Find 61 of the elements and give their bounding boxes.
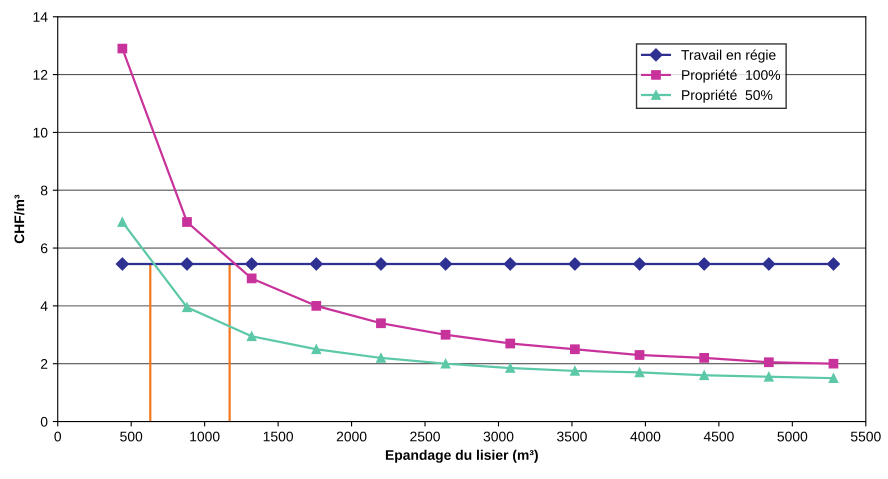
point bbox=[311, 301, 322, 311]
point bbox=[182, 302, 192, 312]
point bbox=[570, 344, 580, 354]
point bbox=[762, 257, 776, 271]
x-tick-label: 1500 bbox=[264, 432, 294, 442]
y-tick-label: 12 bbox=[34, 70, 48, 80]
y-axis-title: CHF/m³ bbox=[14, 194, 24, 244]
point bbox=[505, 363, 516, 373]
point bbox=[699, 370, 710, 380]
y-tick-label: 4 bbox=[40, 301, 48, 311]
y-tick-label: 2 bbox=[40, 359, 48, 369]
x-tick-label: 4500 bbox=[704, 432, 734, 442]
y-tick-label: 14 bbox=[34, 12, 48, 22]
point bbox=[634, 368, 644, 378]
point bbox=[311, 344, 322, 354]
point bbox=[246, 331, 257, 342]
x-tick-label: 0 bbox=[54, 432, 62, 442]
point bbox=[180, 257, 194, 271]
point bbox=[376, 318, 386, 328]
point bbox=[376, 353, 386, 363]
point bbox=[764, 372, 774, 382]
point bbox=[826, 257, 840, 271]
point bbox=[116, 257, 129, 271]
point bbox=[698, 257, 711, 271]
x-tick-label: 1000 bbox=[190, 432, 220, 442]
point bbox=[118, 44, 128, 54]
y-tick-label: 10 bbox=[34, 128, 48, 138]
x-tick-label: 3000 bbox=[484, 432, 514, 442]
x-tick-label: 2500 bbox=[410, 432, 440, 442]
point bbox=[570, 366, 580, 376]
point bbox=[634, 350, 644, 360]
legend-label: Travail en régie bbox=[681, 50, 776, 63]
legend-label: Propriété 50% bbox=[682, 90, 772, 103]
x-axis-title: Epandage du lisier (m³) bbox=[386, 450, 538, 463]
x-tick-label: 3500 bbox=[557, 432, 587, 442]
legend-label: Propriété 100% bbox=[682, 70, 780, 83]
point bbox=[118, 217, 128, 227]
x-tick-label: 5500 bbox=[850, 432, 881, 442]
point bbox=[699, 353, 710, 363]
point bbox=[764, 357, 774, 368]
point bbox=[246, 274, 257, 284]
x-tick-label: 5000 bbox=[777, 432, 808, 442]
x-tick-label: 2000 bbox=[336, 432, 366, 442]
point bbox=[182, 217, 192, 227]
point bbox=[439, 257, 452, 271]
point bbox=[440, 330, 450, 340]
y-tick-label: 6 bbox=[40, 243, 48, 254]
point bbox=[440, 358, 450, 369]
y-tick-label: 8 bbox=[40, 186, 48, 196]
point bbox=[568, 257, 582, 271]
point bbox=[310, 257, 323, 271]
x-tick-label: 500 bbox=[120, 432, 142, 442]
point bbox=[505, 338, 516, 348]
point bbox=[632, 257, 646, 271]
y-tick-label: 0 bbox=[40, 416, 48, 427]
point bbox=[374, 257, 388, 271]
point bbox=[245, 257, 258, 271]
point bbox=[504, 257, 517, 271]
point bbox=[828, 373, 838, 384]
point bbox=[828, 358, 838, 369]
x-tick-label: 4000 bbox=[630, 432, 660, 442]
